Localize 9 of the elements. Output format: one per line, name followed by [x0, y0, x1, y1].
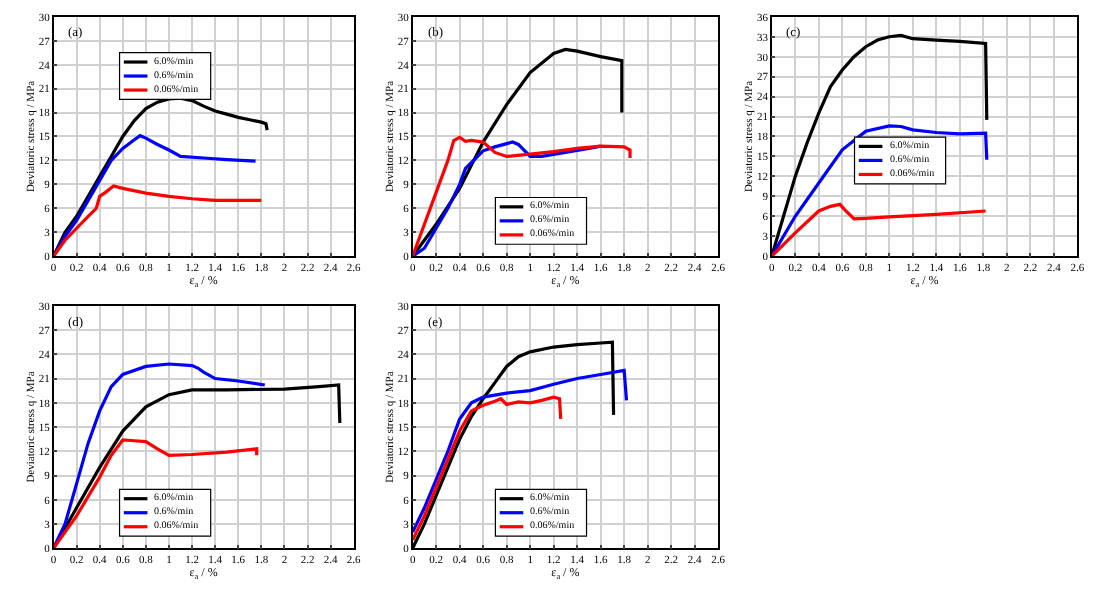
line-series — [412, 140, 603, 257]
line-series — [53, 184, 263, 257]
line-series — [412, 368, 629, 534]
line-series — [771, 202, 988, 257]
line-series — [412, 135, 632, 257]
line-series — [771, 124, 989, 257]
line-series — [53, 438, 259, 549]
line-series — [53, 362, 267, 549]
line-series — [53, 134, 258, 257]
